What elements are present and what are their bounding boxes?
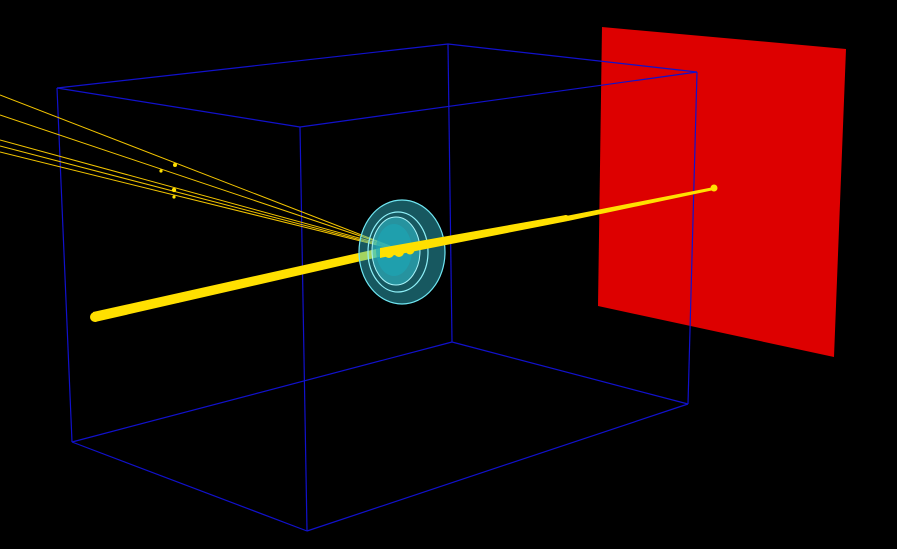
beam-points [90,184,718,322]
box-front-left-vertical-edge [299,126,308,532]
beam-point [394,247,404,257]
beam-end-point [710,184,718,192]
scattered-ray [0,151,394,250]
main-beam-back [93,246,392,322]
lens-rim [367,211,429,293]
hit-point [171,187,177,193]
box-back-bottom-edge-left [71,341,453,443]
box-left-vertical-edge [56,87,73,443]
scattered-ray [0,94,391,247]
beam-point [384,248,394,258]
box-back-vertical-edge [447,43,453,343]
ray-hit-points [159,163,177,199]
scattered-ray [0,114,391,247]
scattered-ray [0,139,393,248]
world-volume-box [56,43,698,532]
scattered-ray [0,145,393,249]
beam-point [563,215,569,221]
box-top-left-edge [56,87,301,128]
beam-start-point [90,312,100,322]
beam-point [405,245,415,255]
main-beam-front [380,215,568,258]
detector-screen [598,27,846,357]
hit-point [173,163,177,167]
main-beam-tail [566,187,714,221]
box-back-bottom-edge-right [451,341,689,405]
box-front-bottom-edge [306,403,689,532]
box-back-edges [56,43,698,89]
box-front-right-vertical-edge [687,71,698,405]
box-bottom-left-edge [71,441,308,532]
box-front-top-edge [299,71,698,128]
hit-point [159,169,163,173]
scattered-rays [0,94,394,250]
beam-point [173,295,181,303]
hit-point [172,195,176,199]
